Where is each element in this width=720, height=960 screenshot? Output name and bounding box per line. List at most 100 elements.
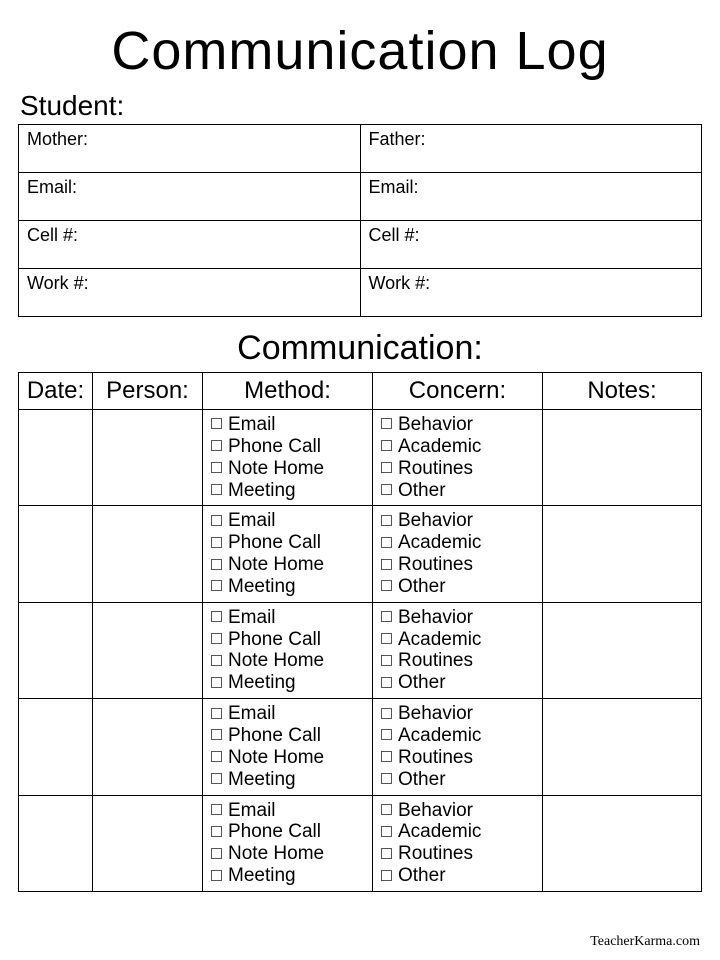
contact-cell-left: Cell #: (19, 221, 361, 269)
header-date: Date: (19, 373, 93, 410)
cell-concern: BehaviorAcademicRoutinesOther (373, 506, 543, 602)
page-title: Communication Log (18, 20, 702, 82)
checkbox-icon (211, 559, 222, 570)
cell-notes (543, 410, 702, 506)
contact-cell-left: Email: (19, 173, 361, 221)
cell-concern: BehaviorAcademicRoutinesOther (373, 699, 543, 795)
checkbox-icon (381, 580, 392, 591)
checklist-label: Routines (398, 458, 473, 479)
checklist-item: Email (211, 800, 366, 822)
checklist-label: Routines (398, 747, 473, 768)
contact-info-table: Mother:Father:Email:Email:Cell #:Cell #:… (18, 124, 702, 317)
checklist-label: Routines (398, 843, 473, 864)
cell-date (19, 602, 93, 698)
checklist-item: Phone Call (211, 629, 366, 651)
cell-date (19, 699, 93, 795)
checkbox-icon (211, 708, 222, 719)
checkbox-icon (211, 440, 222, 451)
log-row: EmailPhone CallNote HomeMeetingBehaviorA… (19, 795, 702, 891)
checklist-item: Meeting (211, 480, 366, 502)
checkbox-icon (211, 515, 222, 526)
cell-method: EmailPhone CallNote HomeMeeting (203, 795, 373, 891)
cell-method: EmailPhone CallNote HomeMeeting (203, 699, 373, 795)
cell-notes (543, 699, 702, 795)
checklist-label: Other (398, 865, 446, 886)
checklist-item: Other (381, 769, 536, 791)
cell-method: EmailPhone CallNote HomeMeeting (203, 410, 373, 506)
header-concern: Concern: (373, 373, 543, 410)
checklist-item: Behavior (381, 510, 536, 532)
checklist-item: Routines (381, 747, 536, 769)
cell-person (93, 795, 203, 891)
log-row: EmailPhone CallNote HomeMeeting BehaviorA… (19, 602, 702, 698)
checklist-label: Email (228, 510, 276, 531)
checkbox-icon (211, 677, 222, 688)
cell-notes (543, 602, 702, 698)
checkbox-icon (211, 804, 222, 815)
checklist-label: Behavior (398, 607, 473, 628)
checklist-label: Phone Call (228, 821, 321, 842)
checklist-item: Behavior (381, 703, 536, 725)
checkbox-icon (211, 633, 222, 644)
checklist-item: Email (211, 510, 366, 532)
checkbox-icon (381, 418, 392, 429)
checklist-label: Phone Call (228, 725, 321, 746)
checkbox-icon (211, 773, 222, 784)
checklist-label: Note Home (228, 650, 324, 671)
log-header-row: Date: Person: Method: Concern: Notes: (19, 373, 702, 410)
checkbox-icon (381, 848, 392, 859)
checklist-label: Behavior (398, 414, 473, 435)
checkbox-icon (381, 751, 392, 762)
checklist-item: Academic (381, 629, 536, 651)
contact-row: Mother:Father: (19, 125, 702, 173)
checklist-label: Academic (398, 436, 481, 457)
student-label: Student: (18, 90, 702, 122)
cell-method: EmailPhone CallNote HomeMeeting (203, 602, 373, 698)
contact-cell-right: Email: (360, 173, 702, 221)
cell-concern: BehaviorAcademicRoutinesOther (373, 795, 543, 891)
checklist-label: Email (228, 607, 276, 628)
checkbox-icon (381, 826, 392, 837)
checkbox-icon (381, 708, 392, 719)
checklist-label: Routines (398, 554, 473, 575)
checklist-label: Meeting (228, 576, 296, 597)
checklist-label: Academic (398, 725, 481, 746)
checklist-label: Note Home (228, 747, 324, 768)
checklist-label: Other (398, 576, 446, 597)
cell-date (19, 410, 93, 506)
checklist-item: Academic (381, 821, 536, 843)
checkbox-icon (211, 611, 222, 622)
checklist-item: Behavior (381, 607, 536, 629)
contact-cell-left: Mother: (19, 125, 361, 173)
checklist-item: Note Home (211, 650, 366, 672)
log-row: EmailPhone CallNote HomeMeeting BehaviorA… (19, 410, 702, 506)
checklist-label: Meeting (228, 672, 296, 693)
checklist-label: Meeting (228, 480, 296, 501)
contact-row: Email:Email: (19, 173, 702, 221)
checkbox-icon (211, 655, 222, 666)
checklist-item: Academic (381, 436, 536, 458)
checkbox-icon (211, 484, 222, 495)
checklist-label: Meeting (228, 769, 296, 790)
checklist-label: Other (398, 480, 446, 501)
checklist-label: Behavior (398, 800, 473, 821)
checkbox-icon (211, 870, 222, 881)
checklist-item: Meeting (211, 865, 366, 887)
checklist-label: Behavior (398, 510, 473, 531)
checkbox-icon (211, 848, 222, 859)
footer-credit: TeacherKarma.com (590, 934, 700, 950)
cell-person (93, 410, 203, 506)
log-row: EmailPhone CallNote HomeMeetingBehaviorA… (19, 506, 702, 602)
checkbox-icon (211, 462, 222, 473)
checklist-item: Other (381, 672, 536, 694)
cell-notes (543, 795, 702, 891)
checkbox-icon (381, 773, 392, 784)
checkbox-icon (381, 611, 392, 622)
checklist-item: Meeting (211, 576, 366, 598)
checklist-item: Other (381, 480, 536, 502)
cell-person (93, 602, 203, 698)
checklist-item: Phone Call (211, 436, 366, 458)
checklist-label: Academic (398, 629, 481, 650)
cell-date (19, 506, 93, 602)
checklist-label: Other (398, 672, 446, 693)
